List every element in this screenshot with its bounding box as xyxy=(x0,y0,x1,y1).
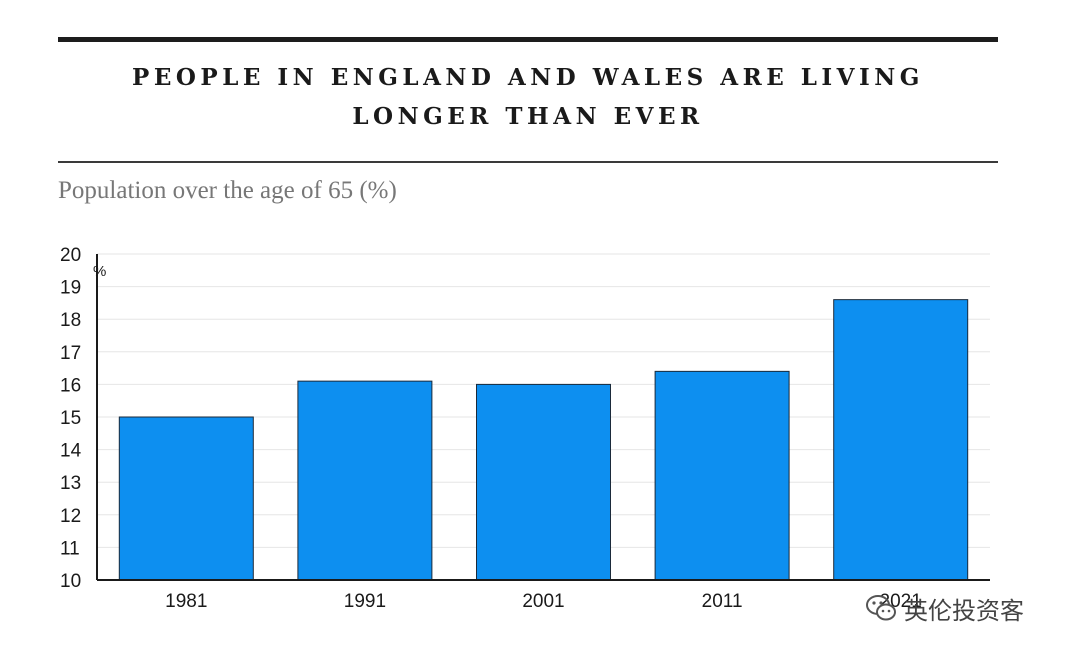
bar-1981 xyxy=(118,416,254,581)
title-divider xyxy=(58,161,998,163)
watermark-text: 英伦投资客 xyxy=(904,596,1024,625)
bar-2011 xyxy=(654,370,790,581)
y-tick-label: 15 xyxy=(60,408,81,429)
y-tick-label: 17 xyxy=(60,343,81,364)
y-tick-label: 13 xyxy=(60,473,81,494)
watermark: 英伦投资客 xyxy=(864,590,1024,626)
x-tick-label: 1981 xyxy=(165,591,207,612)
bar-1991 xyxy=(297,380,433,581)
y-tick-label: 19 xyxy=(60,278,81,299)
x-tick-label: 2001 xyxy=(522,591,564,612)
y-unit-label: % xyxy=(93,263,106,280)
top-rule xyxy=(58,37,998,42)
chart-title: PEOPLE IN ENGLAND AND WALES ARE LIVING L… xyxy=(132,64,924,130)
x-tick-label: 2011 xyxy=(702,591,743,612)
y-tick-label: 16 xyxy=(60,375,81,396)
y-tick-label: 20 xyxy=(60,245,81,266)
x-tick-label: 1991 xyxy=(344,591,386,612)
y-tick-label: 12 xyxy=(60,506,81,527)
y-tick-label: 10 xyxy=(60,571,81,592)
y-tick-label: 11 xyxy=(60,538,80,559)
chart-subtitle: Population over the age of 65 (%) xyxy=(58,177,397,204)
bar-2021 xyxy=(833,299,969,581)
axes xyxy=(96,254,990,581)
y-tick-label: 14 xyxy=(60,441,82,462)
y-tick-label: 18 xyxy=(60,310,81,331)
bar-2001 xyxy=(476,383,611,581)
bars xyxy=(118,299,969,581)
wechat-icon xyxy=(866,595,896,621)
